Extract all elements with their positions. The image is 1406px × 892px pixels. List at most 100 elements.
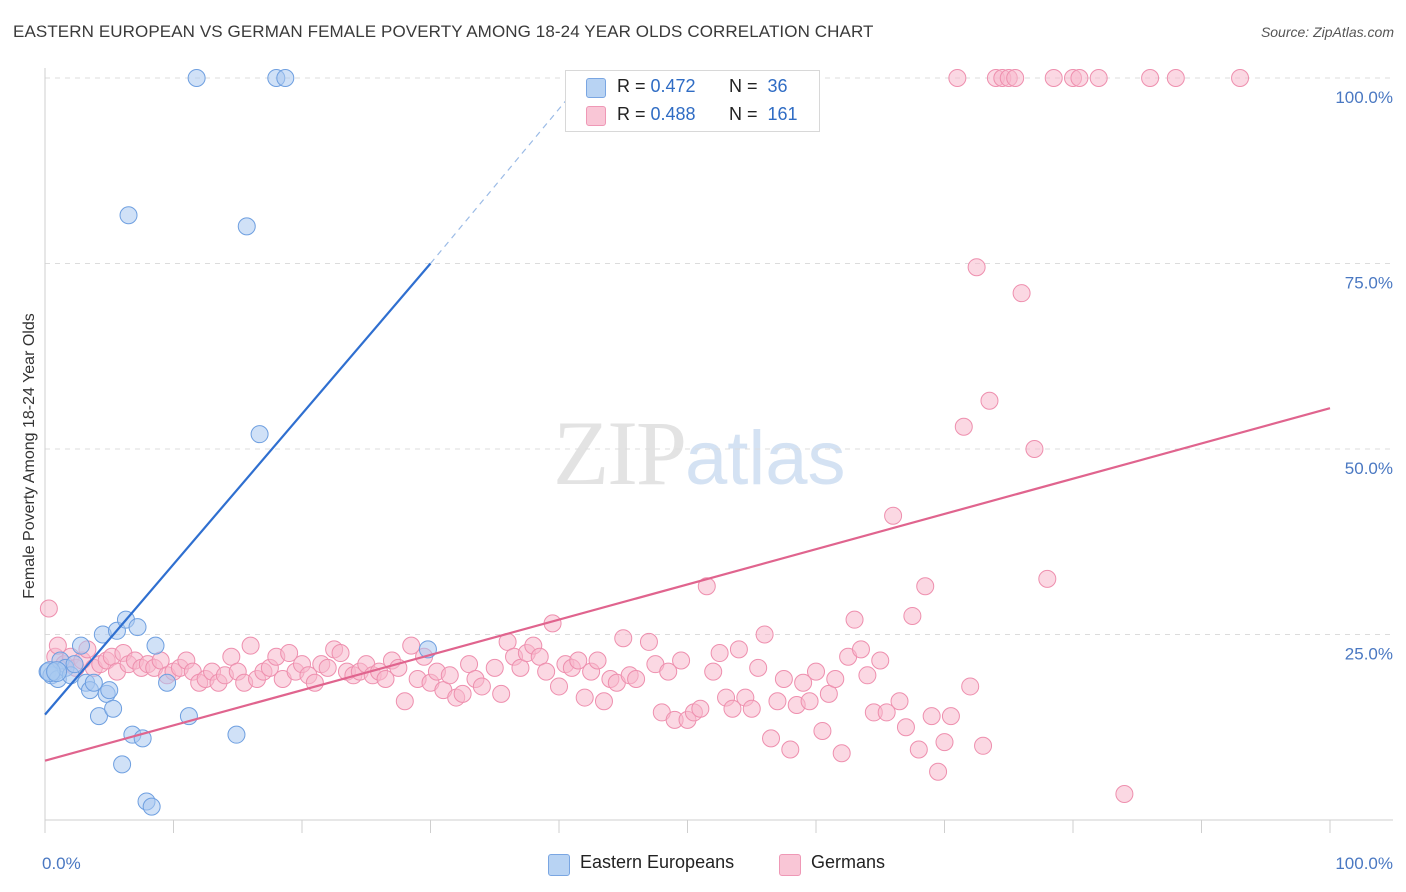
german-point bbox=[774, 670, 793, 689]
german-point bbox=[826, 670, 845, 689]
german-point bbox=[537, 662, 556, 681]
correlation-legend: R = 0.472 N = 36 R = 0.488 N = 161 bbox=[565, 70, 820, 132]
german-point bbox=[967, 258, 986, 277]
y-tick-label: 50.0% bbox=[1345, 459, 1393, 478]
eastern-european-point bbox=[146, 636, 165, 655]
x-tick-label: 0.0% bbox=[42, 854, 81, 873]
legend-r-value: 0.472 bbox=[650, 76, 696, 96]
eastern-european-point bbox=[65, 655, 84, 674]
grid-lines bbox=[45, 77, 1393, 635]
german-point bbox=[819, 684, 838, 703]
german-point bbox=[762, 729, 781, 748]
y-tick-label: 25.0% bbox=[1345, 645, 1393, 664]
german-point bbox=[659, 662, 678, 681]
eastern-european-point bbox=[71, 636, 90, 655]
german-point bbox=[896, 718, 915, 737]
legend-swatch-germans bbox=[586, 106, 606, 126]
german-point bbox=[511, 658, 530, 677]
german-point bbox=[39, 599, 58, 618]
german-point bbox=[395, 692, 414, 711]
legend-n-label: N = bbox=[729, 76, 763, 96]
legend-n-value: 161 bbox=[767, 104, 798, 124]
german-point bbox=[697, 577, 716, 596]
german-point bbox=[440, 666, 459, 685]
legend-swatch-eastern-europeans bbox=[586, 78, 606, 98]
eastern-european-points bbox=[38, 69, 437, 816]
legend-label-germans: Germans bbox=[811, 852, 886, 872]
y-axis-label: Female Poverty Among 18-24 Year Olds bbox=[21, 313, 38, 599]
german-point bbox=[331, 644, 350, 663]
german-point bbox=[1089, 69, 1108, 87]
german-point bbox=[222, 647, 241, 666]
eastern-european-point bbox=[227, 725, 246, 744]
legend-row-eastern-europeans: R = 0.472 N = 36 bbox=[566, 73, 819, 101]
german-point bbox=[1115, 785, 1134, 804]
german-point bbox=[768, 692, 787, 711]
eastern-european-point bbox=[250, 425, 269, 444]
german-point bbox=[832, 744, 851, 763]
german-point bbox=[1012, 284, 1031, 303]
trend-lines bbox=[44, 77, 1331, 762]
eastern-european-point bbox=[84, 673, 103, 692]
tick-labels: 25.0% 50.0% 75.0% 100.0% 0.0% 100.0% bbox=[42, 88, 1393, 873]
german-point bbox=[742, 699, 761, 718]
german-point bbox=[402, 636, 421, 655]
legend-label-eastern-europeans: Eastern Europeans bbox=[580, 852, 735, 872]
german-point bbox=[594, 692, 613, 711]
german-point bbox=[569, 651, 588, 670]
german-point bbox=[460, 655, 479, 674]
german-point bbox=[845, 610, 864, 629]
german-point bbox=[1166, 69, 1185, 87]
eastern-european-point bbox=[46, 661, 68, 683]
source-label: Source: ZipAtlas.com bbox=[1260, 24, 1394, 40]
german-point bbox=[318, 658, 337, 677]
german-point bbox=[1044, 69, 1063, 87]
german-point bbox=[1141, 69, 1160, 87]
german-point bbox=[729, 640, 748, 659]
german-point bbox=[723, 699, 742, 718]
german-point bbox=[672, 651, 691, 670]
german-point bbox=[530, 647, 549, 666]
german-point bbox=[755, 625, 774, 644]
german-point bbox=[935, 733, 954, 752]
german-point bbox=[954, 417, 973, 436]
trend-line-germans bbox=[44, 407, 1331, 762]
german-point bbox=[851, 640, 870, 659]
eastern-european-point bbox=[100, 681, 119, 700]
german-point bbox=[472, 677, 491, 696]
eastern-european-point bbox=[158, 673, 177, 692]
german-point bbox=[794, 673, 813, 692]
eastern-european-point bbox=[104, 699, 123, 718]
x-tick-label: 100.0% bbox=[1335, 854, 1393, 873]
german-point bbox=[639, 632, 658, 651]
y-tick-label: 75.0% bbox=[1345, 274, 1393, 293]
legend-r-label: R = bbox=[617, 76, 651, 96]
german-point bbox=[280, 644, 299, 663]
german-point bbox=[241, 636, 260, 655]
legend-swatch-germans bbox=[779, 854, 801, 876]
german-point bbox=[453, 684, 472, 703]
legend-row-germans: R = 0.488 N = 161 bbox=[566, 101, 819, 129]
legend-r-label: R = bbox=[617, 104, 651, 124]
german-point bbox=[813, 721, 832, 740]
german-point bbox=[922, 707, 941, 726]
german-point bbox=[980, 391, 999, 410]
legend-swatch-eastern-europeans bbox=[548, 854, 570, 876]
german-point bbox=[877, 703, 896, 722]
eastern-european-point bbox=[113, 755, 132, 774]
german-point bbox=[948, 69, 967, 87]
axes bbox=[44, 68, 1393, 833]
german-point bbox=[376, 670, 395, 689]
y-tick-label: 100.0% bbox=[1335, 88, 1393, 107]
german-point bbox=[550, 677, 568, 696]
german-point bbox=[485, 658, 504, 677]
eastern-european-point bbox=[89, 707, 108, 726]
german-point bbox=[974, 736, 993, 755]
eastern-european-point bbox=[119, 206, 138, 225]
german-point bbox=[909, 740, 928, 759]
german-point bbox=[890, 692, 909, 711]
german-point bbox=[614, 629, 633, 648]
trend-extension-eastern-europeans bbox=[430, 77, 586, 264]
eastern-european-point bbox=[237, 217, 256, 236]
german-point bbox=[871, 651, 890, 670]
